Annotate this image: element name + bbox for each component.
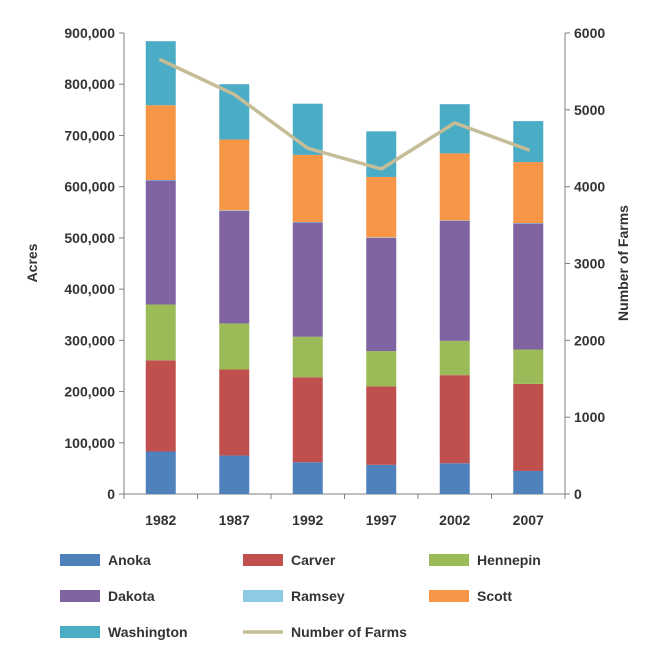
y-axis-title: Acres [24,243,40,282]
bar-segment-ramsey [366,237,396,238]
legend-label-number-of-farms: Number of Farms [291,624,407,640]
legend-label-carver: Carver [291,552,336,568]
x-tick-label: 2007 [513,512,544,528]
bar-segment-scott [366,177,396,237]
bar-segment-ramsey [146,180,176,181]
bar-segment-hennepin [146,304,176,360]
y-tick-label: 700,000 [64,127,115,143]
axes [124,33,565,494]
y2-tick-label: 4000 [574,179,605,195]
y-tick-label: 900,000 [64,25,115,41]
bar-segment-carver [440,375,470,463]
y-tick-label: 300,000 [64,332,115,348]
x-tick-label: 1992 [292,512,323,528]
bar-segment-anoka [293,462,323,494]
bar-segment-dakota [219,211,249,324]
bar-segment-carver [219,370,249,456]
bar-segment-scott [293,155,323,222]
bar-segment-washington [219,84,249,139]
bar-segment-dakota [513,224,543,350]
bar-segment-carver [366,386,396,464]
legend-swatch-scott [429,590,469,602]
y-tick-label: 500,000 [64,230,115,246]
bar-segment-carver [513,384,543,471]
bar-segment-washington [513,121,543,162]
y-tick-label: 0 [107,486,115,502]
y-tick-label: 400,000 [64,281,115,297]
number-of-farms-line [161,60,529,169]
legend-label-hennepin: Hennepin [477,552,541,568]
bar-segment-hennepin [440,341,470,375]
legend-swatch-washington [60,626,100,638]
x-tick-label: 2002 [439,512,470,528]
legend-label-ramsey: Ramsey [291,588,345,604]
bar-segment-anoka [366,465,396,494]
y-tick-label: 800,000 [64,76,115,92]
y2-tick-label: 2000 [574,332,605,348]
bar-segment-anoka [513,471,543,494]
x-tick-label: 1987 [219,512,250,528]
legend-label-scott: Scott [477,588,512,604]
bar-segment-anoka [440,463,470,494]
bar-segment-scott [219,140,249,211]
y2-tick-label: 3000 [574,256,605,272]
farms-line-layer [161,60,529,169]
y2-axis-title: Number of Farms [615,205,631,321]
bar-segment-hennepin [219,323,249,369]
y-tick-label: 200,000 [64,384,115,400]
bar-segment-carver [293,377,323,462]
legend-swatch-anoka [60,554,100,566]
legend-swatch-ramsey [243,590,283,602]
bar-segment-dakota [293,223,323,337]
x-tick-label: 1997 [366,512,397,528]
legend-swatch-hennepin [429,554,469,566]
y2-tick-label: 0 [574,486,582,502]
bar-segment-scott [513,162,543,223]
bar-segment-anoka [219,456,249,494]
bar-segment-ramsey [513,223,543,224]
y2-tick-label: 5000 [574,102,605,118]
legend-label-dakota: Dakota [108,588,155,604]
bars [146,41,544,494]
bar-segment-anoka [146,451,176,494]
bar-segment-hennepin [366,351,396,386]
bar-segment-dakota [440,221,470,341]
y2-tick-label: 6000 [574,25,605,41]
bar-segment-washington [146,41,176,105]
bar-segment-carver [146,360,176,451]
bar-segment-scott [440,153,470,220]
legend-swatch-dakota [60,590,100,602]
bar-segment-ramsey [440,220,470,221]
bar-segment-dakota [366,238,396,351]
legend-swatch-carver [243,554,283,566]
bar-segment-scott [146,105,176,180]
bar-segment-hennepin [293,337,323,377]
y2-tick-label: 1000 [574,409,605,425]
bar-segment-dakota [146,181,176,305]
bar-segment-ramsey [219,210,249,211]
y-tick-label: 100,000 [64,435,115,451]
legend: Anoka Carver Hennepin Dakota Ramsey Scott Wash… [60,552,541,640]
legend-label-anoka: Anoka [108,552,151,568]
legend-label-washington: Washington [108,624,188,640]
bar-segment-ramsey [293,222,323,223]
bar-segment-hennepin [513,350,543,384]
y-tick-label: 600,000 [64,179,115,195]
x-tick-label: 1982 [145,512,176,528]
